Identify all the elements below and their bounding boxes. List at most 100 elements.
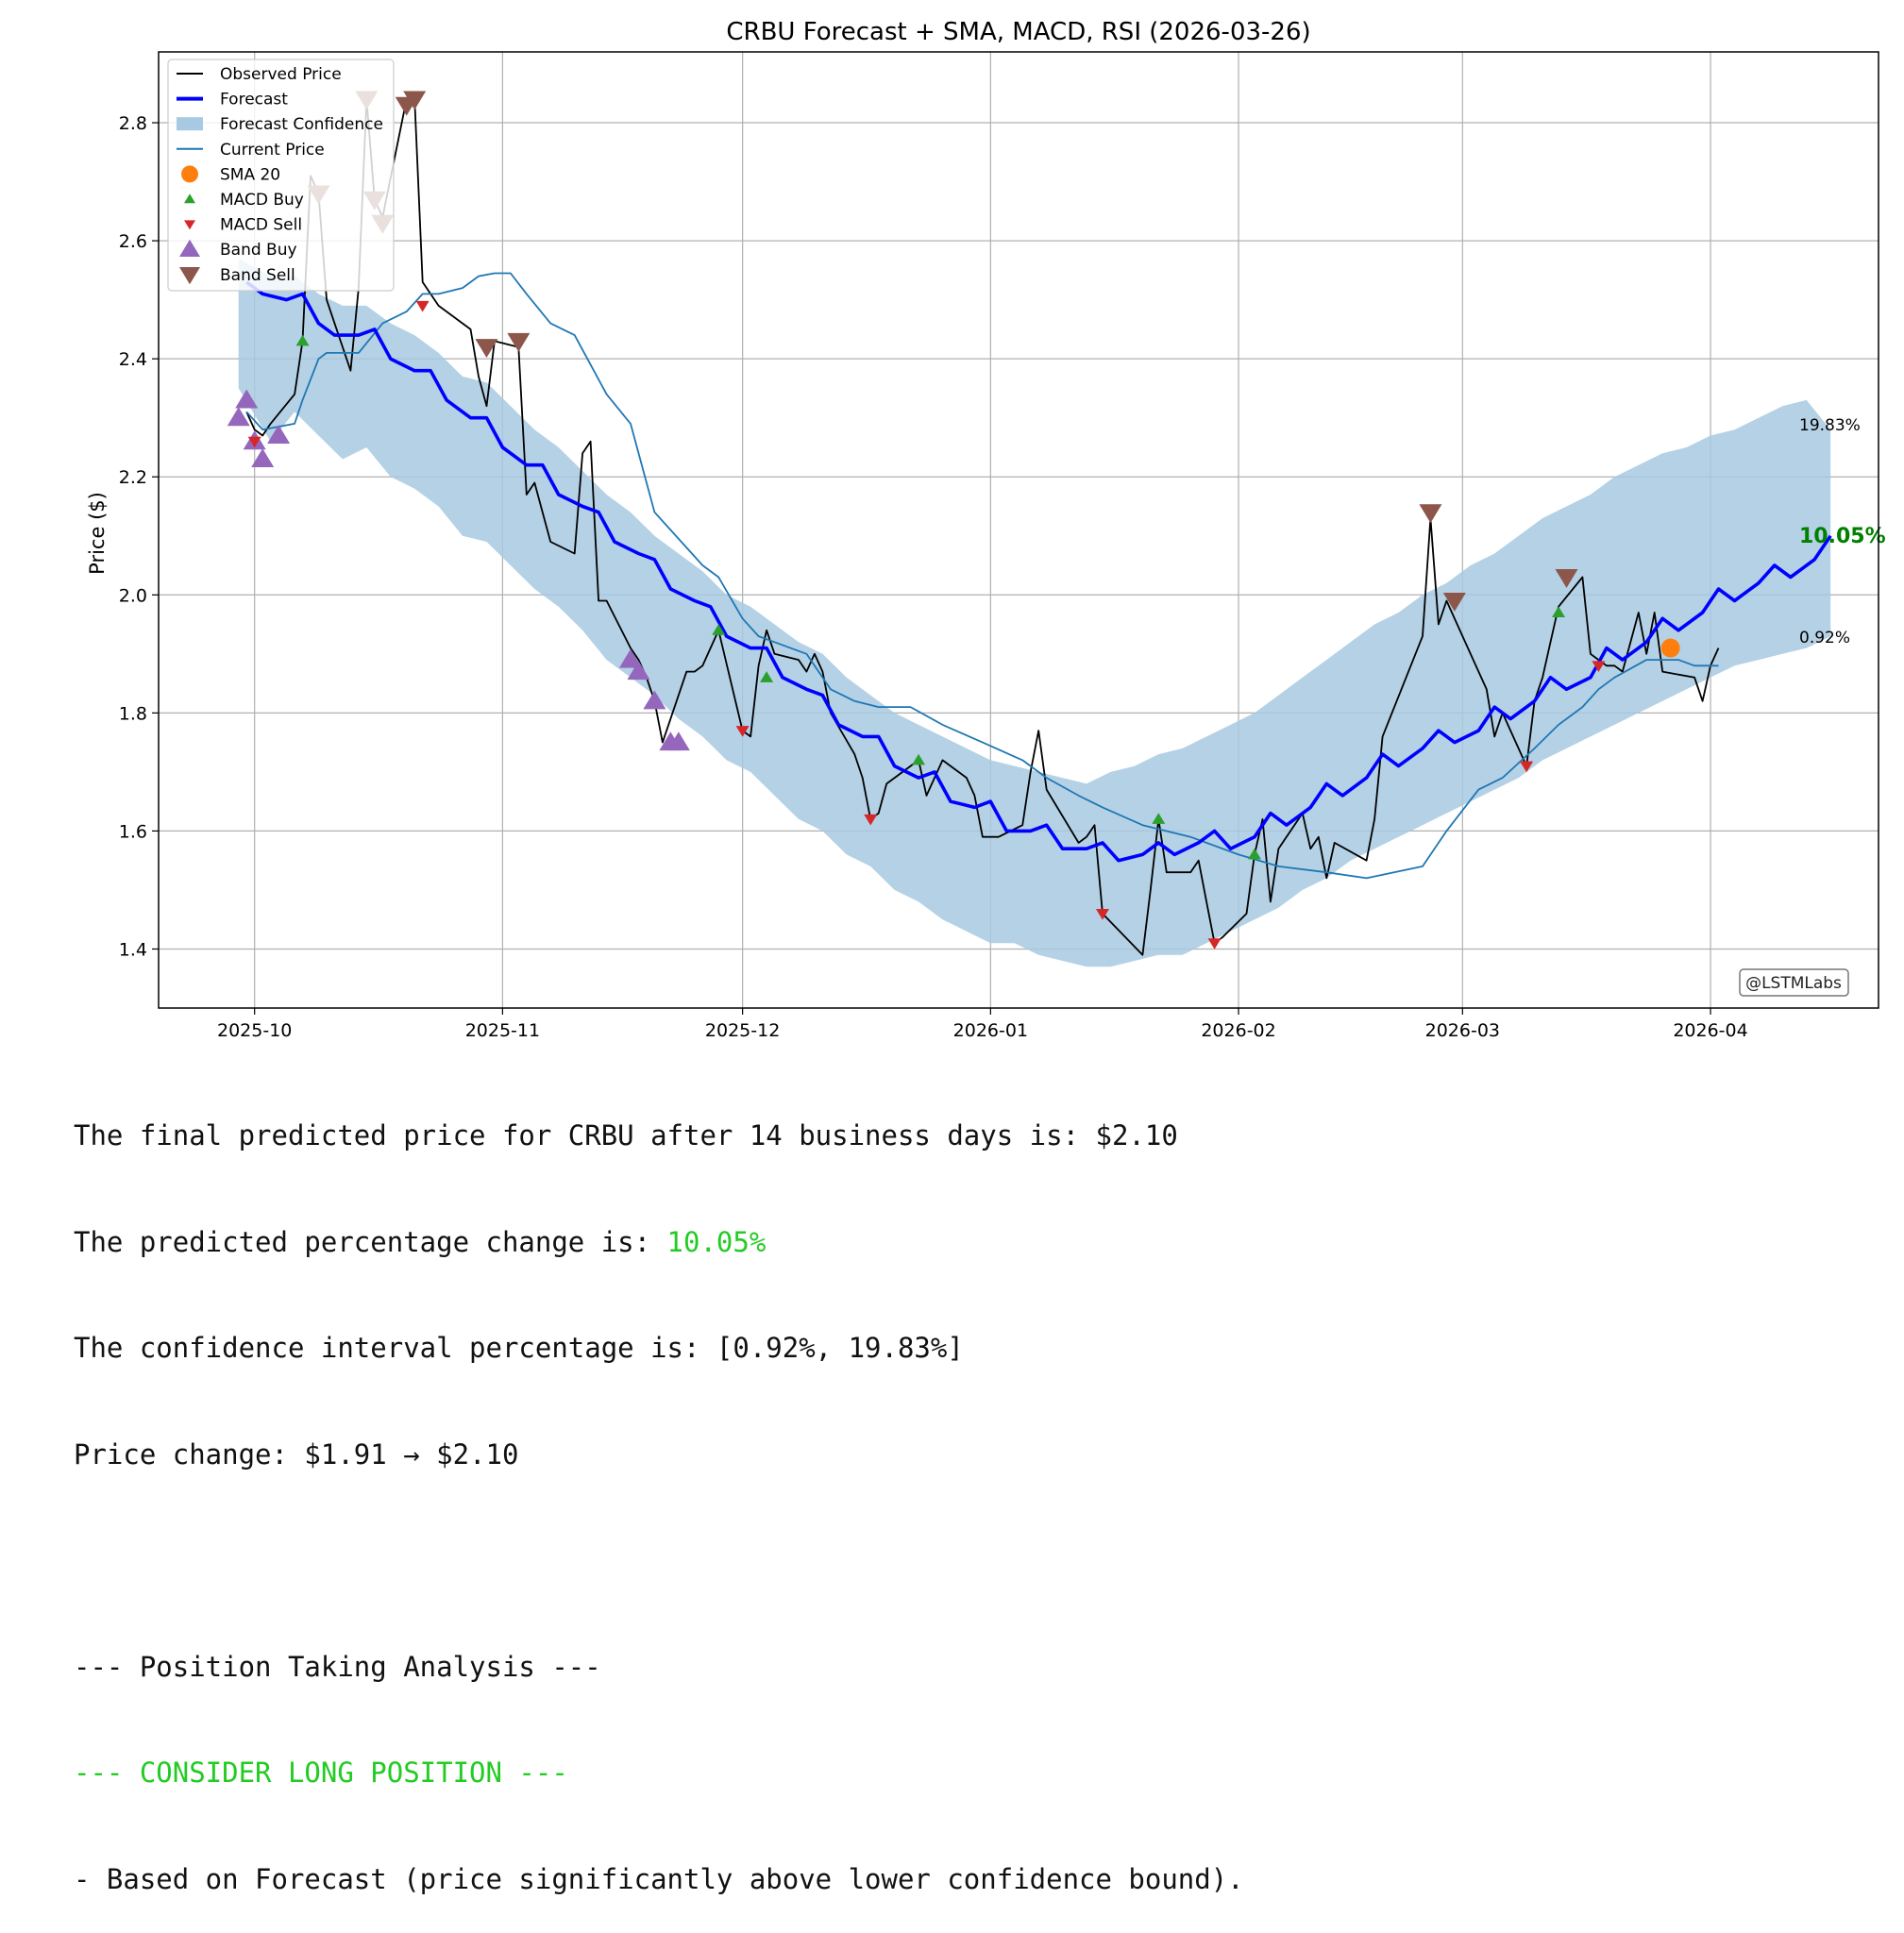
percent-change-value: 10.05%: [666, 1225, 767, 1258]
sma20-marker: [1660, 638, 1680, 658]
macd-sell-marker: [735, 726, 750, 737]
y-tick-label: 2.0: [119, 585, 147, 606]
legend-swatch-patch: [177, 117, 203, 131]
watermark-text: @LSTMLabs: [1745, 974, 1842, 993]
series-layer: [245, 98, 1832, 956]
legend-swatch-triangle: [179, 266, 200, 285]
marker-layer: [227, 91, 1680, 950]
band-buy-marker: [627, 661, 650, 681]
macd-sell-marker: [1207, 938, 1222, 950]
current-price-line: [245, 272, 1719, 880]
percent-annotation: 10.05%: [1799, 525, 1886, 548]
macd-sell-marker: [864, 814, 878, 826]
observed-price-line: [245, 98, 1720, 956]
legend-item: Band Buy: [179, 239, 297, 260]
legend-item: Current Price: [177, 141, 325, 160]
legend-swatch-triangle: [184, 193, 195, 204]
legend-swatch-triangle: [184, 220, 195, 230]
legend-swatch-triangle: [179, 239, 200, 258]
percent-change-label: The predicted percentage change is:: [74, 1225, 667, 1258]
x-tick-label: 2026-01: [953, 1020, 1028, 1041]
macd-sell-marker: [1520, 761, 1534, 773]
macd-buy-marker: [1152, 813, 1166, 824]
forecast-line: [245, 280, 1832, 863]
watermark-box: @LSTMLabs: [1739, 968, 1849, 997]
band-buy-marker: [643, 690, 666, 710]
band-buy-marker: [251, 448, 275, 468]
y-tick-label: 1.4: [119, 939, 147, 960]
y-tick-label: 2.4: [119, 349, 147, 370]
band-buy-marker: [235, 389, 259, 409]
forecast-confidence-band: [238, 258, 1831, 967]
x-tick-label: 2025-11: [465, 1020, 540, 1041]
macd-buy-marker: [1247, 848, 1261, 860]
band-buy-marker: [618, 648, 642, 668]
legend-swatch-circle: [181, 165, 198, 183]
legend-item: MACD Buy: [184, 191, 304, 210]
legend-label: Band Buy: [220, 241, 297, 260]
macd-buy-marker: [760, 671, 774, 682]
macd-sell-marker: [415, 300, 430, 312]
tick-layer: 1.4 1.6 1.8 2.0 2.2 2.4 2.6 2.8 2025-10 2025-11 20…: [119, 113, 1748, 1041]
x-tick-label: 2025-10: [217, 1020, 292, 1041]
x-tick-label: 2026-04: [1673, 1020, 1747, 1041]
band-sell-marker: [1419, 504, 1442, 524]
chart-title: CRBU Forecast + SMA, MACD, RSI (2026-03-…: [726, 18, 1310, 46]
x-tick-label: 2026-03: [1425, 1020, 1500, 1041]
final-price-line: The final predicted price for CRBU after…: [74, 1119, 1178, 1151]
band-sell-marker: [403, 91, 427, 110]
macd-buy-marker: [712, 624, 726, 635]
confidence-band-layer: [238, 258, 1831, 967]
forecast-chart: CRBU Forecast + SMA, MACD, RSI (2026-03-…: [86, 18, 1886, 1041]
macd-buy-marker: [1552, 606, 1566, 618]
legend-label: Forecast: [220, 91, 288, 109]
macd-buy-marker: [912, 753, 926, 765]
band-buy-marker: [666, 731, 690, 751]
legend-item: Forecast: [177, 91, 288, 109]
macd-sell-marker: [1095, 908, 1109, 920]
x-tick-label: 2026-02: [1201, 1020, 1275, 1041]
blank-line: [74, 1543, 1867, 1579]
percent-annotation: 0.92%: [1799, 629, 1850, 647]
percent-change-line: The predicted percentage change is: 10.0…: [74, 1225, 1867, 1261]
position-analysis-header: --- Position Taking Analysis ---: [74, 1650, 601, 1683]
band-buy-marker: [267, 425, 291, 445]
legend-label: SMA 20: [220, 165, 280, 184]
macd-sell-marker: [1592, 661, 1606, 672]
legend-box: [167, 59, 395, 292]
confidence-interval-line: The confidence interval percentage is: […: [74, 1332, 964, 1364]
plot-frame: [158, 51, 1879, 1009]
price-change-line: Price change: $1.91 → $2.10: [74, 1437, 519, 1471]
legend: Observed Price Forecast Forecast Confidenc…: [167, 59, 395, 292]
macd-sell-marker: [247, 436, 261, 448]
long-position-signal: --- CONSIDER LONG POSITION ---: [74, 1757, 568, 1789]
y-tick-label: 1.8: [119, 703, 147, 724]
legend-label: Forecast Confidence: [220, 115, 383, 134]
position-rationale: - Based on Forecast (price significantly…: [74, 1862, 1244, 1895]
band-sell-marker: [507, 332, 531, 352]
macd-buy-marker: [295, 334, 310, 346]
console-output: The final predicted price for CRBU after…: [74, 1048, 1867, 1933]
band-sell-marker: [475, 339, 498, 359]
y-axis-label: Price ($): [86, 492, 109, 575]
legend-label: Observed Price: [220, 65, 342, 84]
band-sell-marker: [1555, 568, 1578, 588]
legend-item: Observed Price: [177, 65, 342, 84]
legend-label: MACD Sell: [220, 216, 302, 235]
annotation-layer: 19.83% 10.05% 0.92%: [1799, 416, 1886, 647]
legend-label: Current Price: [220, 141, 325, 160]
legend-item: Band Sell: [179, 266, 295, 285]
y-tick-label: 1.6: [119, 821, 147, 842]
y-tick-label: 2.2: [119, 467, 147, 488]
band-buy-marker: [227, 407, 250, 427]
percent-annotation: 19.83%: [1799, 416, 1861, 435]
x-tick-label: 2025-12: [705, 1020, 780, 1041]
band-sell-marker: [1442, 592, 1466, 612]
legend-label: MACD Buy: [220, 191, 304, 210]
legend-label: Band Sell: [220, 266, 295, 285]
legend-item: Forecast Confidence: [177, 115, 383, 134]
y-tick-label: 2.6: [119, 231, 147, 252]
legend-item: MACD Sell: [184, 216, 302, 235]
y-tick-label: 2.8: [119, 113, 147, 134]
legend-item: SMA 20: [181, 165, 280, 184]
